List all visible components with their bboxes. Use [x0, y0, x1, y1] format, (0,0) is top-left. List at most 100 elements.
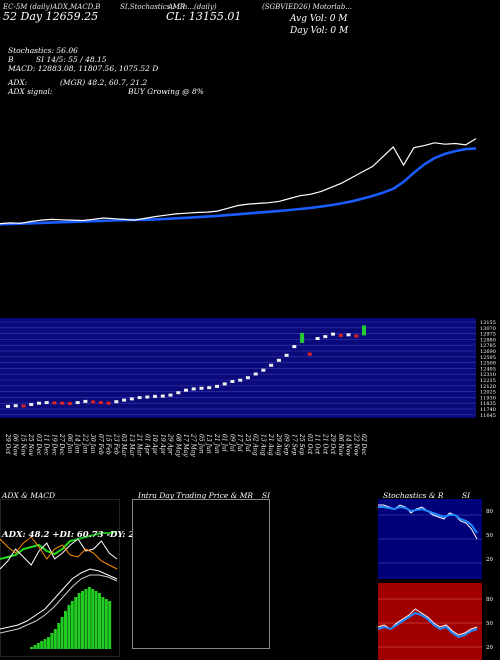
macd-histogram-bar [87, 587, 91, 649]
candle [230, 380, 235, 383]
candle [331, 332, 335, 336]
date-tick-label: 29 Aug [275, 433, 282, 456]
macd-histogram-bar [53, 629, 57, 649]
candle [292, 345, 297, 349]
date-tick-label: 25 Nov [27, 433, 34, 456]
candle [29, 403, 34, 406]
date-tick-label: 07 Feb [97, 434, 104, 455]
adx-panel-title: ADX & MACD [2, 491, 56, 500]
minus-di-line [0, 536, 118, 570]
price-tick-label: 11645 [480, 413, 496, 419]
date-tick-label: 06 Nov [12, 434, 19, 456]
macd-histogram-bar [43, 639, 47, 649]
date-tick-label: 01 Jul [221, 434, 228, 452]
candle [114, 400, 119, 404]
candle [323, 335, 328, 339]
date-tick-label: 27 May [190, 433, 197, 457]
price-tick-label: 12880 [480, 337, 496, 343]
intraday-frame [132, 499, 270, 649]
price-tick-label: 11740 [480, 407, 496, 413]
date-tick-label: 19 Dec [50, 434, 57, 456]
adx-macd-panel [0, 499, 120, 657]
date-tick-label: 21 Aug [267, 433, 274, 456]
price-tick-label: 13070 [480, 326, 496, 332]
date-tick-label: 21 Mar [136, 433, 143, 457]
price-tick-label: 12215 [480, 378, 496, 384]
stoch-tick-label: 20 [486, 557, 493, 563]
candle [253, 372, 258, 376]
candle [307, 352, 312, 356]
date-tick-label: 05 Jun [198, 434, 205, 454]
date-tick-label: 15 Nov [20, 434, 27, 456]
candle [261, 368, 266, 372]
price-tick-label: 11930 [480, 395, 496, 401]
candle [52, 401, 57, 405]
price-tick-label: 12310 [480, 372, 496, 378]
adx-signal-label: ADX signal: [8, 87, 53, 96]
candle [238, 378, 243, 382]
buy-signal: BUY Growing @ 8% [128, 87, 204, 96]
macd-histogram-bar [33, 645, 37, 649]
macd-readout: MACD: 12883.08, 11807.56, 1075.52 D [8, 64, 159, 73]
header-mid-line1: SI,Stochastics,MR [120, 3, 186, 11]
stoch-d-line [378, 505, 478, 534]
macd-histogram-bar [91, 589, 95, 649]
macd-histogram-bar [30, 647, 33, 649]
header-right-title: (SGBVIED26) Motorlab... [262, 3, 352, 11]
date-axis: 29 Oct 06 Nov 15 Nov 25 Nov 03 Dec 11 Dec 19 D… [4, 433, 367, 457]
price-tick-label: 12975 [480, 332, 496, 338]
candle [184, 388, 188, 392]
candle [137, 396, 142, 400]
macd-histogram-bar [70, 601, 74, 649]
stoch-rsi-panel: 80 50 20 80 50 20 [378, 499, 493, 660]
price-line [0, 138, 477, 225]
date-tick-label: 09 Jul [228, 434, 235, 452]
rsi-signal-line [378, 611, 478, 639]
date-tick-label: 09 Sep [283, 434, 290, 455]
rsi-tick-label: 50 [486, 621, 493, 627]
date-tick-label: 14 Nov [345, 434, 352, 456]
stoch-si: SI [462, 491, 471, 500]
candle [160, 394, 165, 398]
plus-di-line [0, 538, 118, 570]
mgr-readout: (MGR) 48.2, 60.7, 21.2 [60, 78, 148, 87]
candle [191, 387, 196, 391]
candle [176, 391, 181, 395]
candle [284, 353, 289, 357]
candle [37, 401, 41, 405]
price-tick-label: 13155 [480, 320, 496, 326]
date-tick-label: 30 Jan [89, 434, 96, 454]
adx-label: ADX: [8, 78, 28, 87]
candle [83, 399, 88, 403]
date-tick-label: 17 May [182, 434, 189, 457]
candle [269, 363, 274, 367]
date-tick-label: 25 Sep [298, 433, 305, 455]
adx-values: ADX: 48.2 +DI: 60.73 -DY: 21.23 [2, 530, 156, 540]
candle [6, 404, 10, 408]
candle [75, 401, 80, 405]
candle [98, 401, 103, 405]
date-tick-label: 22 Jan [81, 433, 88, 454]
macd-histogram-bar [101, 597, 105, 649]
date-tick-label: 21 Jun [213, 433, 220, 454]
price-tick-label: 12405 [480, 366, 496, 372]
date-tick-label: 25 Jul [244, 433, 251, 452]
macd-histogram-bar [84, 589, 88, 649]
date-tick-label: 03 Oct [306, 434, 313, 455]
date-tick-label: 13 Aug [259, 434, 266, 456]
date-tick-label: 14 Jan [74, 434, 81, 454]
date-tick-label: 11 Oct [314, 434, 321, 455]
candle [44, 401, 49, 405]
macd-histogram-bar [104, 599, 108, 649]
stoch-title: Stochastics & R [383, 491, 444, 500]
candle [67, 402, 72, 405]
candle [129, 397, 134, 401]
si-values: SI 14/5: 55 / 48.15 [36, 55, 107, 64]
si-b: B [8, 55, 14, 64]
candle [91, 400, 96, 404]
header-left-line1: EC-5M (daily)ADX,MACD,B [3, 3, 101, 11]
price-tick-label: 12120 [480, 384, 496, 390]
candle [354, 334, 359, 338]
candle [300, 332, 305, 343]
date-tick-label: 03 Dec [35, 434, 42, 456]
